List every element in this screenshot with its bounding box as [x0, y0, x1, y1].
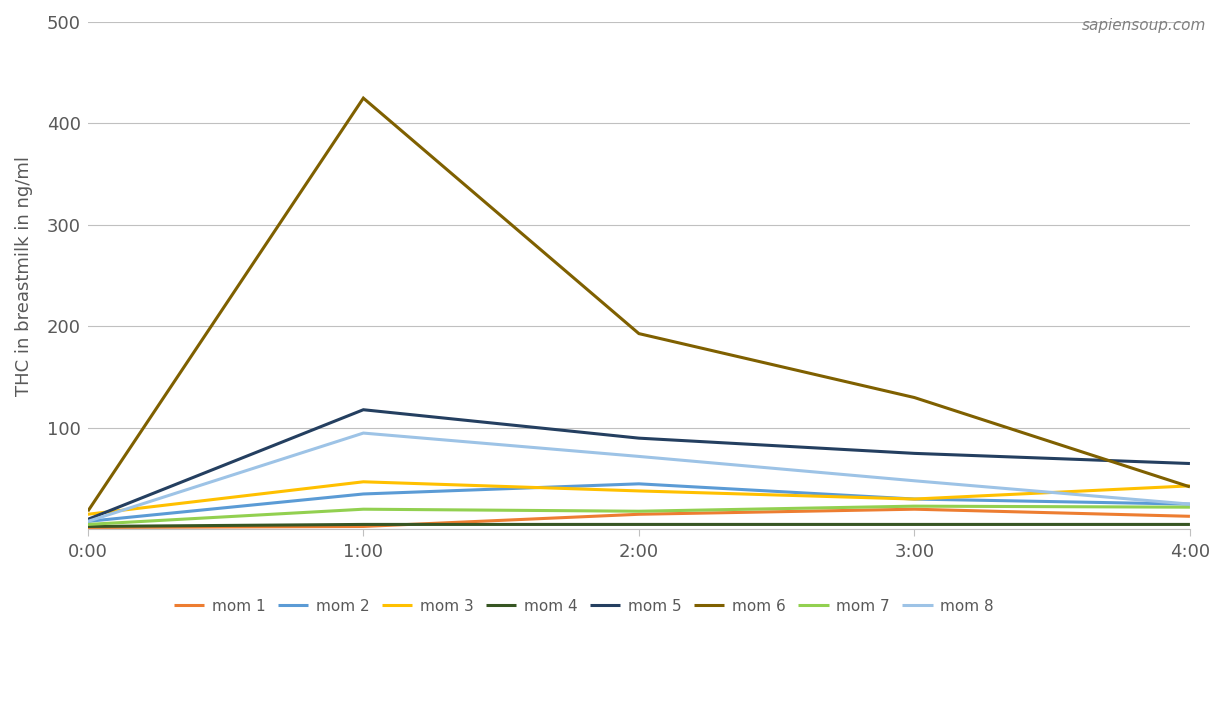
mom 8 [356, 429, 371, 437]
mom 7 [356, 505, 371, 513]
mom 3 [81, 510, 96, 519]
mom 1 [906, 505, 921, 513]
mom 1 [1182, 512, 1197, 520]
Line: mom 7: mom 7 [88, 506, 1189, 524]
mom 6 [1182, 483, 1197, 491]
Text: sapiensoup.com: sapiensoup.com [1082, 18, 1207, 32]
Line: mom 4: mom 4 [88, 524, 1189, 526]
mom 8 [81, 517, 96, 526]
mom 2 [906, 495, 921, 503]
mom 7 [81, 520, 96, 529]
mom 8 [632, 452, 647, 461]
mom 8 [1182, 500, 1197, 508]
mom 6 [81, 507, 96, 515]
mom 5 [81, 515, 96, 524]
mom 2 [356, 490, 371, 498]
mom 4 [632, 520, 647, 529]
mom 8 [906, 477, 921, 485]
Line: mom 2: mom 2 [88, 484, 1189, 522]
mom 6 [632, 329, 647, 338]
mom 4 [906, 520, 921, 529]
mom 7 [632, 507, 647, 515]
mom 2 [81, 517, 96, 526]
mom 2 [1182, 500, 1197, 508]
mom 3 [1182, 482, 1197, 490]
mom 7 [1182, 503, 1197, 511]
mom 3 [356, 477, 371, 486]
mom 1 [81, 523, 96, 531]
mom 7 [906, 502, 921, 510]
mom 4 [356, 520, 371, 529]
mom 3 [906, 495, 921, 503]
Line: mom 1: mom 1 [88, 509, 1189, 527]
Line: mom 8: mom 8 [88, 433, 1189, 522]
mom 4 [81, 522, 96, 531]
mom 5 [356, 406, 371, 414]
mom 1 [356, 522, 371, 531]
Y-axis label: THC in breastmilk in ng/ml: THC in breastmilk in ng/ml [15, 156, 33, 396]
mom 6 [356, 94, 371, 102]
mom 5 [906, 449, 921, 458]
Line: mom 6: mom 6 [88, 98, 1189, 511]
Line: mom 3: mom 3 [88, 482, 1189, 515]
mom 3 [632, 486, 647, 495]
mom 6 [906, 393, 921, 402]
mom 2 [632, 479, 647, 488]
mom 5 [632, 434, 647, 442]
Line: mom 5: mom 5 [88, 410, 1189, 519]
mom 4 [1182, 520, 1197, 529]
Legend: mom 1, mom 2, mom 3, mom 4, mom 5, mom 6, mom 7, mom 8: mom 1, mom 2, mom 3, mom 4, mom 5, mom 6… [168, 593, 1000, 620]
mom 1 [632, 510, 647, 519]
mom 5 [1182, 459, 1197, 468]
